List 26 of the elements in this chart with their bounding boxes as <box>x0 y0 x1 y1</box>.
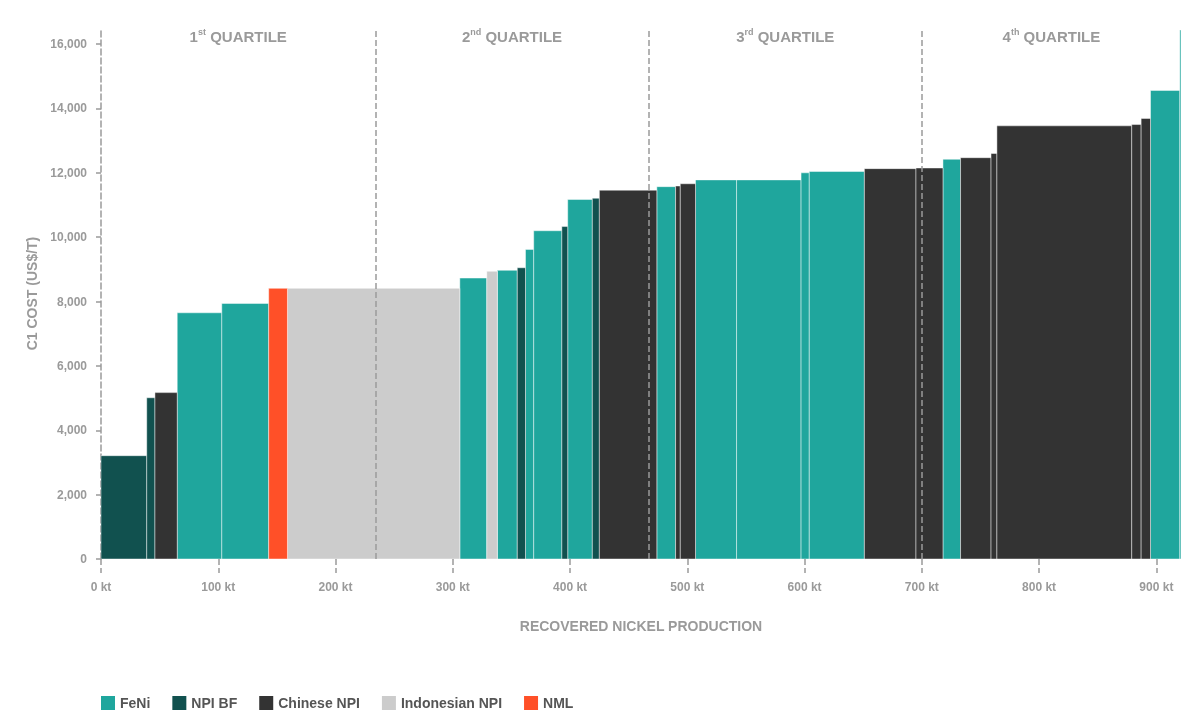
y-tick-label: 10,000 <box>50 230 88 245</box>
legend-label: Chinese NPI <box>278 695 360 711</box>
x-tick-label: 900 kt <box>1139 580 1174 594</box>
x-tick-label: 700 kt <box>904 580 939 594</box>
y-tick-label: 6,000 <box>56 358 88 373</box>
x-axis-title: RECOVERED NICKEL PRODUCTION <box>519 618 763 634</box>
y-tick-label: 14,000 <box>50 101 88 116</box>
legend-label: NPI BF <box>191 695 238 711</box>
y-tick-label: 4,000 <box>56 423 88 438</box>
x-tick-label: 100 kt <box>201 580 236 594</box>
legend-label: FeNi <box>120 695 151 711</box>
legend-label: Indonesian NPI <box>400 695 503 711</box>
x-tick-label: 400 kt <box>553 580 588 594</box>
x-tick-label: 600 kt <box>787 580 822 594</box>
y-tick-label: 8,000 <box>56 294 88 309</box>
x-tick-label: 300 kt <box>435 580 470 594</box>
x-tick-label: 0 kt <box>90 580 112 594</box>
y-tick-label: 2,000 <box>56 487 88 502</box>
y-tick-label: 12,000 <box>50 165 88 180</box>
y-tick-label: 0 <box>80 552 88 566</box>
legend-label: NML <box>543 695 574 711</box>
x-tick-label: 200 kt <box>318 580 353 594</box>
x-tick-label: 500 kt <box>670 580 705 594</box>
y-axis-title: C1 COST (US$/T) <box>24 236 41 351</box>
y-tick-label: 16,000 <box>50 37 88 52</box>
x-tick-label: 800 kt <box>1022 580 1057 594</box>
